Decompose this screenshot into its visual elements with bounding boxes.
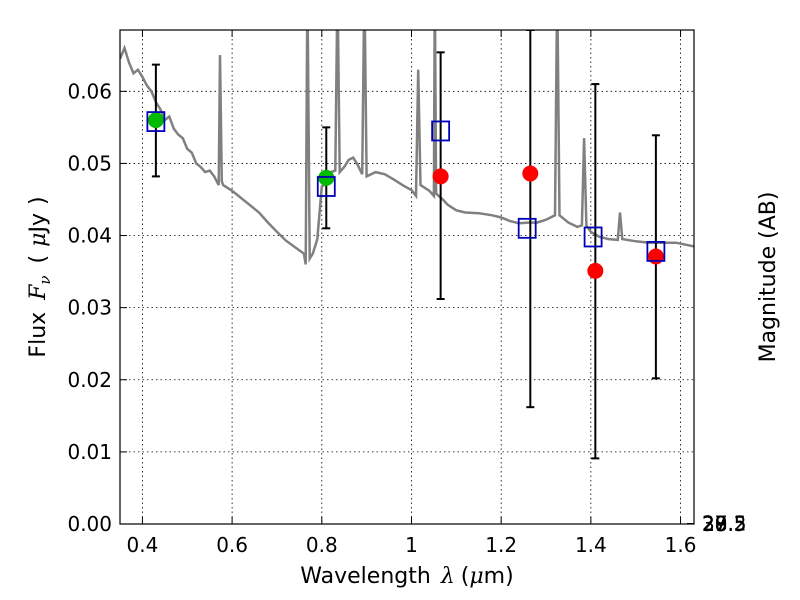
data-markers [146, 111, 666, 279]
right-tick-label: 28 [702, 512, 727, 536]
right-tick-label: 28.5 [702, 512, 747, 536]
model-point [583, 226, 603, 248]
x-tick-label: 1 [405, 533, 418, 557]
model-point [646, 240, 666, 262]
y-tick-label: 0.04 [67, 224, 112, 248]
right-tick-label: 30 [702, 512, 727, 536]
data-point [147, 112, 164, 129]
y-tick-label: 0.01 [67, 440, 112, 464]
right-tick-label: 27 [702, 512, 727, 536]
right-tick-label: 27.5 [702, 512, 747, 536]
y-axis-ticks: 0.00 0.01 0.02 0.03 0.04 0.05 0.06 [67, 79, 127, 536]
model-point [431, 120, 451, 142]
right-axis-title: Magnitude (AB) [756, 192, 781, 363]
plot-area [120, 30, 694, 460]
x-tick-label: 0.4 [127, 533, 159, 557]
y-tick-label: 0.05 [67, 151, 112, 175]
model-sed-line [120, 30, 694, 265]
y-tick-label: 0.06 [67, 79, 112, 103]
y-tick-label: 0.02 [67, 368, 112, 392]
x-axis-title: Wavelength λ (μm) [300, 564, 513, 589]
right-tick-label: 29 [702, 512, 727, 536]
y-tick-label: 0.00 [67, 512, 112, 536]
plot-frame [119, 29, 695, 525]
x-tick-label: 0.8 [306, 533, 338, 557]
data-point [432, 168, 449, 185]
data-point [587, 262, 604, 279]
x-tick-label: 1.4 [575, 533, 607, 557]
x-tick-label: 1.2 [485, 533, 517, 557]
y-tick-label: 0.03 [67, 296, 112, 320]
right-tick-label: 27.2 [702, 512, 747, 536]
x-tick-label: 1.6 [665, 533, 697, 557]
model-point [517, 217, 537, 239]
model-point [146, 111, 166, 132]
data-point [522, 165, 539, 182]
model-point [316, 176, 336, 197]
y-axis-title: FluxFν(μJy) [26, 196, 54, 357]
x-axis-ticks: 0.4 0.6 0.8 1 1.2 1.4 1.6 [127, 30, 697, 557]
x-tick-label: 0.6 [216, 533, 248, 557]
